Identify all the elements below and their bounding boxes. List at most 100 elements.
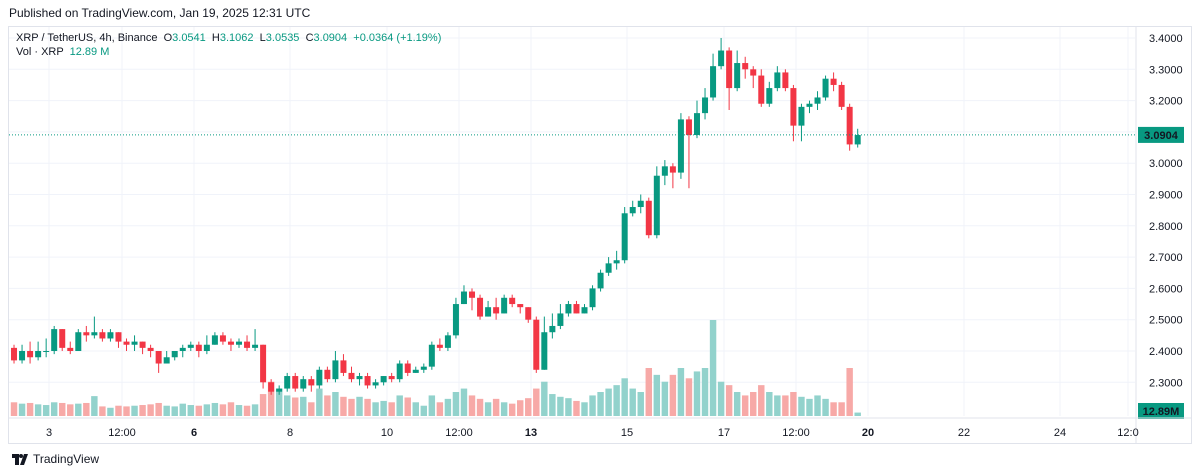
candle-body: [147, 347, 154, 351]
volume-bar: [533, 388, 540, 416]
tradingview-logo-icon: [12, 453, 28, 465]
candle-body: [195, 344, 202, 351]
published-caption: Published on TradingView.com, Jan 19, 20…: [9, 6, 311, 20]
candle-body: [380, 376, 387, 383]
candle-body: [131, 341, 138, 345]
volume-bar: [380, 400, 387, 416]
volume-bar: [685, 378, 693, 416]
volume-bar: [846, 368, 853, 416]
candle-body: [115, 332, 122, 342]
candle-body: [605, 263, 612, 273]
volume-bar: [517, 400, 524, 416]
volume-bar: [830, 402, 837, 416]
volume-bar: [629, 388, 636, 416]
price-tick-label: 2.6000: [1149, 283, 1183, 295]
volume-bar: [18, 403, 26, 416]
price-tick-label: 3.4000: [1149, 33, 1183, 45]
candle-body: [589, 288, 596, 308]
low-value: 3.0535: [265, 32, 300, 44]
volume-bar: [701, 368, 709, 416]
volume-bar: [107, 407, 114, 416]
volume-bar: [565, 398, 572, 416]
candle-body: [268, 382, 275, 392]
last-volume-label: 12.89M: [1143, 406, 1180, 418]
candle-body: [742, 63, 749, 70]
candle-body: [35, 351, 42, 358]
candle-body: [806, 103, 813, 107]
volume-bar: [661, 381, 669, 416]
candle-body: [123, 341, 130, 345]
volume-bar: [211, 402, 219, 416]
candle-body: [83, 332, 90, 336]
candle-body: [782, 72, 789, 89]
volume-bar: [275, 388, 283, 416]
volume-bar: [227, 402, 235, 416]
candle-body: [621, 213, 628, 261]
candle-body: [710, 66, 717, 98]
volume-bar: [195, 405, 203, 416]
chart-legend: XRP / TetherUS, 4h, Binance O3.0541 H3.1…: [16, 31, 441, 59]
last-price-badge: [1138, 126, 1184, 143]
volume-bar: [758, 385, 765, 416]
candle-body: [99, 332, 106, 339]
high-label: H: [211, 32, 220, 44]
change-value: +0.0364 (+1.19%): [353, 32, 442, 44]
volume-bar: [300, 396, 307, 416]
volume-bar: [790, 392, 797, 416]
chart-frame: [8, 26, 1192, 444]
volume-bar: [364, 398, 371, 416]
time-tick-label: 12:00: [108, 427, 136, 439]
volume-bar: [725, 385, 733, 416]
price-tick-label: 2.7000: [1149, 252, 1183, 264]
volume-bar: [163, 405, 170, 416]
volume-bar: [42, 405, 50, 416]
candle-body: [11, 347, 18, 361]
footer-brand-label: TradingView: [33, 452, 100, 466]
volume-bar: [91, 396, 98, 416]
volume-bar: [557, 396, 564, 416]
candle-body: [27, 351, 34, 358]
volume-bar: [581, 402, 588, 416]
candle-body: [493, 307, 500, 314]
candle-body: [428, 344, 435, 367]
volume-bar: [436, 402, 444, 416]
volume-bar: [147, 404, 154, 416]
volume-bar: [750, 392, 757, 416]
volume-bar: [653, 374, 661, 416]
price-axis: 3.40003.30003.20003.10003.00002.90002.80…: [9, 27, 1184, 443]
symbol-label[interactable]: XRP / TetherUS, 4h, Binance: [16, 32, 158, 44]
candle-body: [452, 304, 459, 336]
volume-bar: [396, 395, 403, 416]
volume-bar: [123, 406, 130, 416]
volume-bar: [854, 412, 861, 416]
time-tick-label: 20: [862, 427, 874, 439]
candle-body: [308, 379, 315, 386]
volume-bar: [525, 398, 532, 416]
candle-body: [436, 344, 443, 348]
candle-body: [67, 347, 74, 351]
volume-label[interactable]: Vol · XRP: [16, 46, 64, 58]
volume-bar: [741, 395, 749, 416]
volume-bar: [203, 404, 211, 416]
volume-bar: [468, 395, 476, 416]
candle-body: [533, 319, 540, 370]
high-value: 3.1062: [219, 32, 254, 44]
volume-bar: [50, 402, 58, 416]
candle-series: [11, 38, 861, 395]
candle-body: [573, 304, 580, 314]
volume-bar: [115, 405, 122, 416]
footer-brand[interactable]: TradingView: [12, 452, 99, 466]
candle-body: [179, 347, 186, 351]
volume-bar: [59, 402, 66, 416]
candle-body: [549, 325, 556, 333]
candle-body: [51, 329, 58, 351]
volume-bar: [348, 398, 355, 416]
volume-bar: [500, 402, 508, 416]
candle-body: [284, 376, 291, 389]
price-tick-label: 2.4000: [1149, 346, 1183, 358]
candle-body: [693, 113, 700, 136]
volume-bar: [806, 398, 813, 416]
candle-body: [702, 97, 709, 114]
candle-body: [597, 272, 604, 289]
